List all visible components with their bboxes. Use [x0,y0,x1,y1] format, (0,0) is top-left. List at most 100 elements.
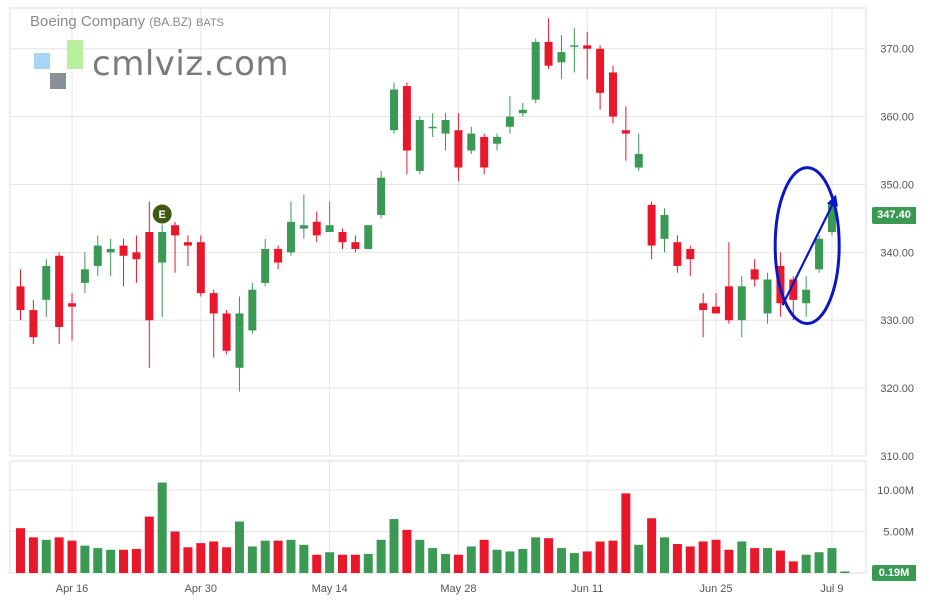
candle-body [570,45,578,47]
volume-bar [80,546,89,573]
volume-bar [712,540,721,573]
volume-bar [42,540,51,573]
y-tick-label: 310.00 [880,451,914,463]
volume-bar [171,532,180,573]
volume-bar [570,553,579,573]
volume-bar [261,541,270,573]
volume-bar [789,561,798,573]
volume-bar [145,517,154,573]
volume-bar [441,554,450,573]
y-tick-label: 340.00 [880,247,914,259]
candle-body [300,225,308,228]
volume-bar [467,546,476,573]
volume-bar [557,548,566,573]
volume-bar [183,547,192,573]
candle-body [81,269,89,283]
y-tick-label: 330.00 [880,315,914,327]
candle-body [351,242,359,249]
candle-body [184,242,192,245]
candle-body [506,117,514,127]
candle-body [609,72,617,116]
candle-body [596,49,604,93]
volume-bar [312,555,321,573]
candle-body [519,110,527,113]
y-tick-label: 360.00 [880,112,914,124]
x-tick-label: Jun 25 [700,583,733,595]
volume-bar [583,551,592,573]
candle-body [274,249,282,263]
x-tick-label: Jun 11 [571,583,603,595]
last-price-badge: 347.40 [872,207,916,224]
volume-bar [827,548,836,573]
watermark-logo: cmlviz.com [30,36,266,92]
chart-title: Boeing Company (BA.BZ) BATS [30,13,224,30]
candle-body [635,154,643,168]
candle-body [55,256,63,327]
y-tick-label: 350.00 [880,179,914,191]
candle-body [390,89,398,130]
volume-bar [737,541,746,573]
candle-body [751,269,759,279]
volume-bar [531,537,540,573]
candle-body [493,137,501,144]
candle-body [42,266,50,300]
candle-body [673,242,681,266]
volume-bar [699,541,708,573]
volume-bar [93,548,102,573]
volume-bar [415,540,424,573]
candle-body [764,280,772,314]
candle-body [223,313,231,350]
volume-bar [274,541,283,573]
volume-bar [596,541,605,573]
candle-body [107,249,115,252]
candle-body [68,303,76,306]
logo-square-blue [34,53,50,69]
volume-bar [338,555,347,573]
volume-bar [299,545,308,573]
candle-body [557,52,565,62]
volume-bar [802,555,811,573]
candle-body [583,45,591,48]
volume-bar [364,554,373,573]
candle-body [261,249,269,283]
candle-body [545,42,553,66]
candle-body [132,252,140,259]
y-tick-label: 370.00 [880,44,914,56]
volume-bar [29,537,38,573]
candle-body [377,178,385,215]
volume-tick-label: 5.00M [883,527,914,539]
candle-body [403,86,411,150]
candle-body [364,225,372,249]
candle-body [210,293,218,313]
volume-bar [776,551,785,573]
volume-bar [325,552,334,573]
ticker-symbol: (BA.BZ) [149,15,192,29]
candle-body [480,137,488,168]
volume-bar [454,555,463,573]
volume-bar [518,549,527,573]
logo-square-green [67,40,83,69]
volume-bar [634,545,643,573]
volume-bar [428,548,437,573]
volume-bar [68,541,77,573]
volume-tick-label: 10.00M [877,485,914,497]
candle-body [442,120,450,134]
candle-body [725,286,733,320]
candle-body [339,232,347,242]
candle-body [532,42,540,100]
volume-bar [235,522,244,573]
volume-bar [480,540,489,573]
volume-bar [132,549,141,573]
x-tick-label: Jul 9 [820,583,843,595]
candle-body [17,286,25,310]
candle-body [145,232,153,320]
candle-body [467,134,475,151]
candle-body [661,215,669,239]
volume-bar [248,546,257,573]
candle-body [120,246,128,256]
x-tick-label: Apr 16 [56,583,88,595]
volume-bar [55,537,64,573]
volume-bar [505,551,514,573]
volume-bar [158,483,167,573]
volume-bar [673,544,682,573]
